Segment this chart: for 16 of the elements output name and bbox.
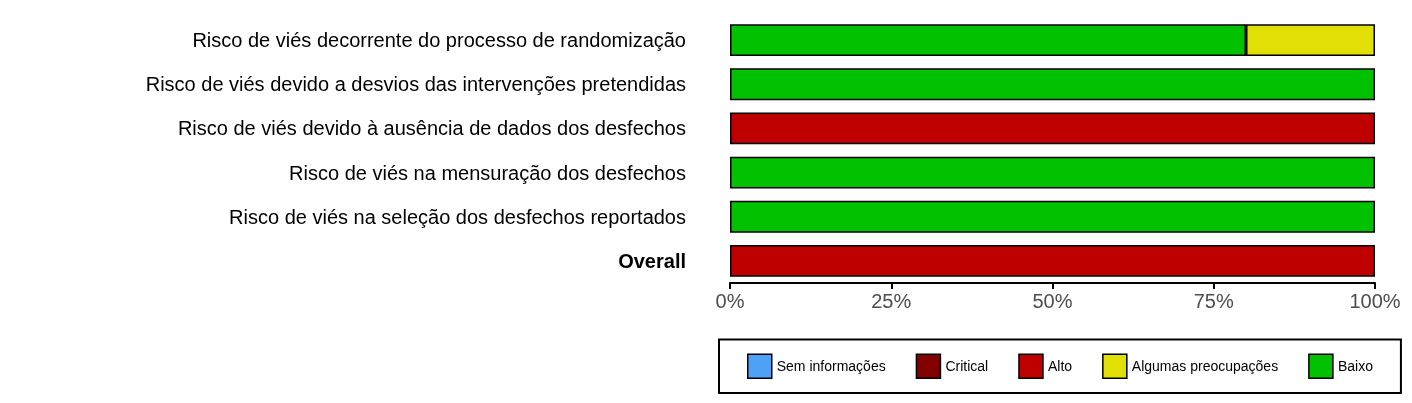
x-tick-label: 0% xyxy=(715,290,745,312)
x-tick-label: 50% xyxy=(1032,290,1073,312)
x-tick-label: 100% xyxy=(1349,290,1401,312)
y-tick-label: Risco de viés na seleção dos desfechos reportados xyxy=(229,205,686,228)
y-tick-label: Risco de viés devido a desvios das intervenções pretendidas xyxy=(145,73,686,96)
legend-label: Critical xyxy=(945,358,989,375)
legend-label: Algumas preocupações xyxy=(1131,358,1279,375)
x-tick-label: 75% xyxy=(1193,290,1234,312)
y-tick-label: Risco de viés decorrente do processo de randomização xyxy=(192,29,686,52)
y-tick-label: Risco de viés devido à ausência de dados dos desfechos xyxy=(177,117,686,140)
legend-label: Alto xyxy=(1047,358,1073,375)
legend-label: Sem informações xyxy=(776,358,886,375)
legend-label: Baixo xyxy=(1337,358,1374,375)
y-tick-label: Risco de viés na mensuração dos desfechos xyxy=(289,161,686,184)
y-tick-label: Overall xyxy=(618,249,686,272)
x-tick-label: 25% xyxy=(871,290,912,312)
